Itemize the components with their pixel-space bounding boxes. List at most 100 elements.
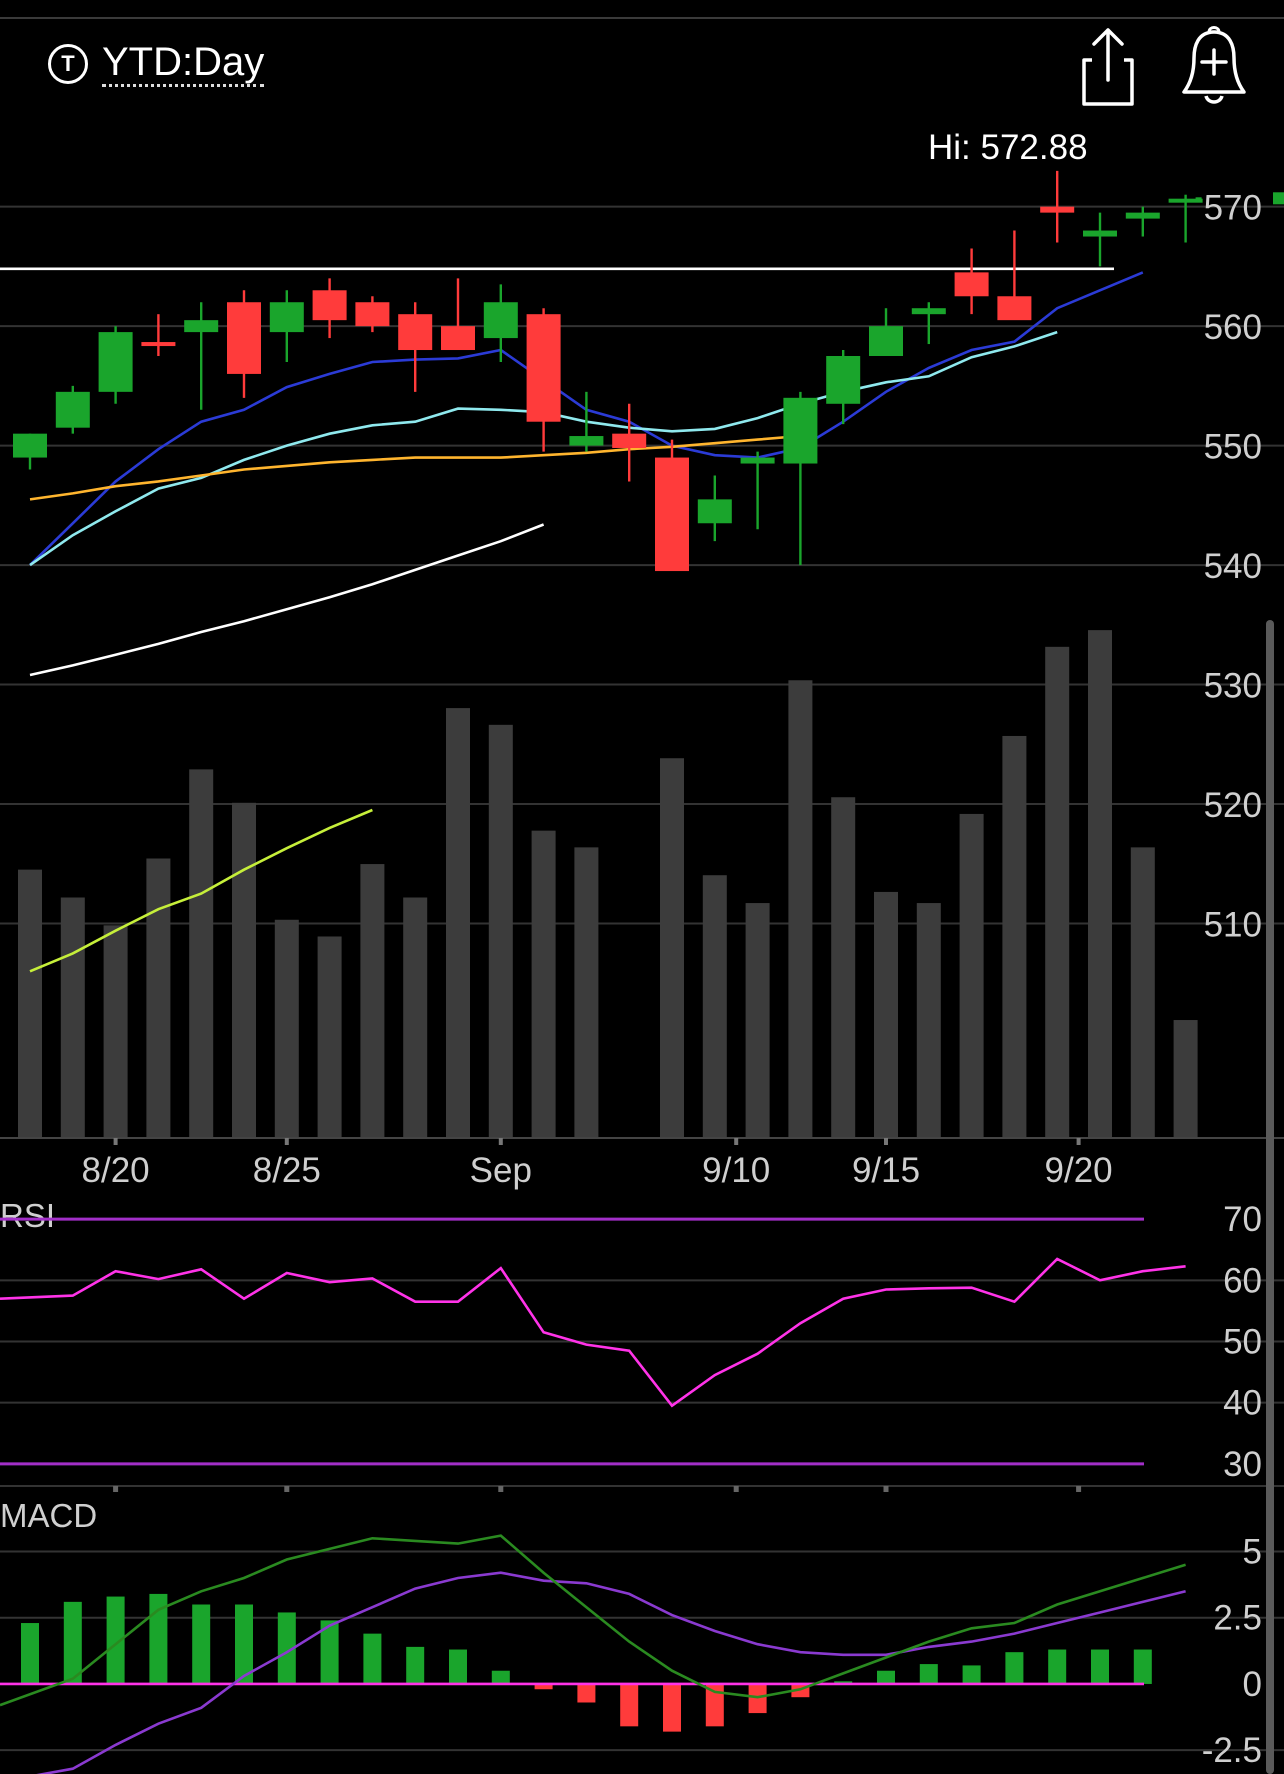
macd-histogram-bar <box>406 1646 425 1684</box>
scroll-indicator[interactable] <box>1266 620 1274 1774</box>
date-axis-label: 8/20 <box>82 1151 150 1190</box>
candle <box>55 385 90 434</box>
macd-histogram-bar <box>1133 1649 1152 1684</box>
candle <box>911 302 946 345</box>
candle <box>826 350 861 425</box>
candle <box>184 302 219 410</box>
candle-body <box>55 391 90 428</box>
volume-bar <box>189 769 214 1137</box>
volume-bar <box>1045 646 1070 1137</box>
share-button[interactable] <box>1070 24 1142 108</box>
macd-histogram-bar <box>491 1670 510 1684</box>
candle-body <box>141 342 176 347</box>
price-axis-label: 550 <box>1204 428 1262 467</box>
rsi-axis-label: 70 <box>1223 1200 1262 1239</box>
macd-axis-label: 2.5 <box>1213 1599 1262 1638</box>
candle-body <box>483 302 518 339</box>
candle-body <box>1040 206 1075 213</box>
volume-bar <box>660 758 684 1137</box>
candle <box>398 302 433 392</box>
macd-signal-line <box>36 1571 1186 1774</box>
candle-body <box>398 314 433 351</box>
date-axis-label: Sep <box>470 1151 532 1190</box>
rsi-axis-label: 30 <box>1223 1445 1262 1484</box>
macd-line <box>0 1534 1186 1707</box>
date-axis-label: 8/25 <box>253 1151 321 1190</box>
macd-histogram-bar <box>748 1683 767 1714</box>
timeframe-icon: T <box>48 43 88 84</box>
macd-histogram-bar <box>149 1593 168 1684</box>
candle-body <box>655 457 689 572</box>
candle-body <box>569 436 604 446</box>
candle-body <box>911 308 946 315</box>
volume-bar <box>831 797 856 1137</box>
volume-bar <box>788 680 813 1137</box>
volume-bar <box>446 708 470 1137</box>
price-axis-label: 510 <box>1204 906 1262 945</box>
last-price-tag <box>1273 192 1284 205</box>
candle <box>740 451 775 530</box>
volume-bar <box>146 858 171 1137</box>
candle-body <box>269 302 304 333</box>
macd-title: MACD <box>0 1497 97 1534</box>
moving-average-sma200 <box>29 808 373 973</box>
macd-histogram-bar <box>235 1604 253 1684</box>
candle <box>98 326 133 404</box>
volume-bar <box>959 813 984 1137</box>
chart-header: T YTD:Day <box>0 22 1284 106</box>
candle <box>997 230 1032 321</box>
volume-bar <box>1088 630 1112 1137</box>
macd-histogram-bar <box>1091 1649 1109 1684</box>
add-alert-button[interactable] <box>1178 24 1250 108</box>
macd-histogram-bar <box>449 1649 467 1684</box>
price-axis-label: 570 <box>1204 189 1262 228</box>
session-high-label: Hi: 572.88 <box>928 128 1088 167</box>
candle-body <box>441 326 475 351</box>
volume-bar <box>274 919 299 1137</box>
candle-body <box>612 433 647 448</box>
candle <box>1083 212 1117 267</box>
volume-bar <box>874 891 898 1137</box>
candle <box>1040 170 1075 243</box>
candle-body <box>783 397 818 464</box>
period-selector[interactable]: T YTD:Day <box>48 40 265 87</box>
candle <box>13 433 47 470</box>
candle-body <box>1168 198 1203 203</box>
date-axis-label: 9/15 <box>852 1151 920 1190</box>
volume-bar <box>916 903 941 1137</box>
macd-histogram-bar <box>277 1612 296 1684</box>
candle <box>141 314 176 356</box>
macd-histogram-bar <box>192 1604 211 1684</box>
rsi-axis-label: 40 <box>1223 1384 1262 1423</box>
macd-histogram-bar <box>320 1620 339 1684</box>
macd-histogram-bar <box>705 1683 724 1727</box>
candle-body <box>740 457 775 464</box>
candle <box>697 475 732 542</box>
macd-histogram-bar <box>363 1633 382 1684</box>
price-axis-label: 530 <box>1204 667 1262 706</box>
volume-bar <box>531 830 556 1137</box>
candle-body <box>954 272 989 297</box>
rsi-title: RSI <box>0 1197 55 1234</box>
macd-histogram-bar <box>663 1683 681 1732</box>
period-label: YTD:Day <box>102 40 265 87</box>
candle-body <box>13 433 47 458</box>
candle <box>441 278 475 351</box>
candle <box>1125 206 1160 237</box>
macd-histogram-bar <box>106 1596 125 1684</box>
candle-body <box>1125 212 1160 219</box>
candle-body <box>826 356 861 404</box>
volume-bar <box>1173 1020 1198 1137</box>
candle <box>869 308 903 356</box>
candle <box>227 290 261 398</box>
macd-axis-label: -2.5 <box>1202 1731 1262 1770</box>
candle <box>483 284 518 362</box>
volume-bar <box>232 802 256 1137</box>
moving-average-sma100 <box>29 523 545 677</box>
macd-histogram-bar <box>1048 1649 1067 1684</box>
macd-histogram-bar <box>21 1623 39 1684</box>
volume-bar <box>403 897 428 1137</box>
volume-bar <box>1130 847 1155 1137</box>
volume-bar <box>574 847 599 1137</box>
